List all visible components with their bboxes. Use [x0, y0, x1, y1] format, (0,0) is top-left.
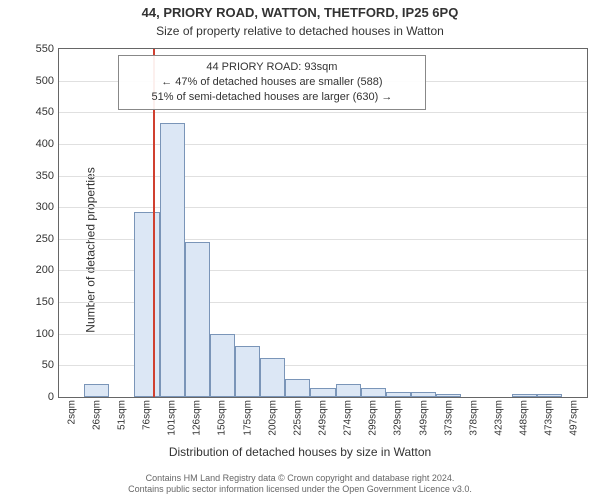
histogram-bar: [336, 384, 361, 397]
x-tick-label: 423sqm: [494, 400, 505, 436]
histogram-bar: [512, 394, 537, 397]
annotation-line-1: 44 PRIORY ROAD: 93sqm: [125, 60, 419, 75]
histogram-bar: [436, 394, 461, 397]
x-tick-label: 497sqm: [569, 400, 580, 436]
y-tick-label: 200: [36, 264, 54, 276]
x-tick-label: 349sqm: [418, 400, 429, 436]
annotation-box: 44 PRIORY ROAD: 93sqm← 47% of detached h…: [118, 55, 426, 110]
y-tick-label: 250: [36, 233, 54, 245]
annotation-line-3: 51% of semi-detached houses are larger (…: [125, 90, 419, 105]
y-tick-label: 150: [36, 296, 54, 308]
histogram-bar: [185, 242, 210, 397]
histogram-bar: [310, 388, 335, 397]
histogram-bar: [537, 394, 562, 397]
histogram-bar: [386, 392, 411, 397]
histogram-bar: [210, 334, 235, 397]
histogram-bar: [160, 123, 185, 397]
gridline: [59, 207, 587, 208]
footer-line-1: Contains HM Land Registry data © Crown c…: [0, 473, 600, 485]
x-tick-label: 378sqm: [468, 400, 479, 436]
y-tick-label: 300: [36, 201, 54, 213]
histogram-bar: [285, 379, 310, 397]
annotation-line-2: ← 47% of detached houses are smaller (58…: [125, 75, 419, 90]
x-tick-label: 274sqm: [343, 400, 354, 436]
x-tick-label: 26sqm: [91, 400, 102, 430]
x-tick-label: 126sqm: [192, 400, 203, 436]
histogram-bar: [235, 346, 260, 397]
x-tick-label: 76sqm: [142, 400, 153, 430]
chart-subtitle: Size of property relative to detached ho…: [0, 24, 600, 38]
histogram-bar: [134, 212, 159, 397]
y-tick-label: 0: [48, 391, 54, 403]
y-tick-label: 100: [36, 328, 54, 340]
y-tick-label: 450: [36, 106, 54, 118]
y-tick-label: 350: [36, 170, 54, 182]
gridline: [59, 112, 587, 113]
footer-attribution: Contains HM Land Registry data © Crown c…: [0, 473, 600, 496]
gridline: [59, 144, 587, 145]
x-axis-label: Distribution of detached houses by size …: [0, 445, 600, 459]
x-tick-label: 448sqm: [519, 400, 530, 436]
histogram-bar: [260, 358, 285, 397]
gridline: [59, 176, 587, 177]
x-tick-label: 101sqm: [167, 400, 178, 436]
y-tick-label: 400: [36, 138, 54, 150]
y-tick-label: 500: [36, 75, 54, 87]
x-tick-label: 225sqm: [292, 400, 303, 436]
histogram-bar: [361, 388, 386, 397]
y-tick-label: 550: [36, 43, 54, 55]
x-tick-label: 473sqm: [544, 400, 555, 436]
x-tick-label: 175sqm: [242, 400, 253, 436]
x-tick-label: 2sqm: [66, 400, 77, 424]
y-tick-label: 50: [42, 359, 54, 371]
x-tick-label: 200sqm: [267, 400, 278, 436]
chart-container: 44, PRIORY ROAD, WATTON, THETFORD, IP25 …: [0, 0, 600, 500]
x-tick-label: 51sqm: [116, 400, 127, 430]
x-tick-label: 373sqm: [443, 400, 454, 436]
histogram-bar: [84, 384, 109, 397]
footer-line-2: Contains public sector information licen…: [0, 484, 600, 496]
plot-area: 0501001502002503003504004505005502sqm26s…: [58, 48, 588, 398]
histogram-bar: [411, 392, 436, 397]
x-tick-label: 150sqm: [217, 400, 228, 436]
x-tick-label: 249sqm: [318, 400, 329, 436]
x-tick-label: 329sqm: [393, 400, 404, 436]
chart-title: 44, PRIORY ROAD, WATTON, THETFORD, IP25 …: [0, 5, 600, 20]
x-tick-label: 299sqm: [368, 400, 379, 436]
